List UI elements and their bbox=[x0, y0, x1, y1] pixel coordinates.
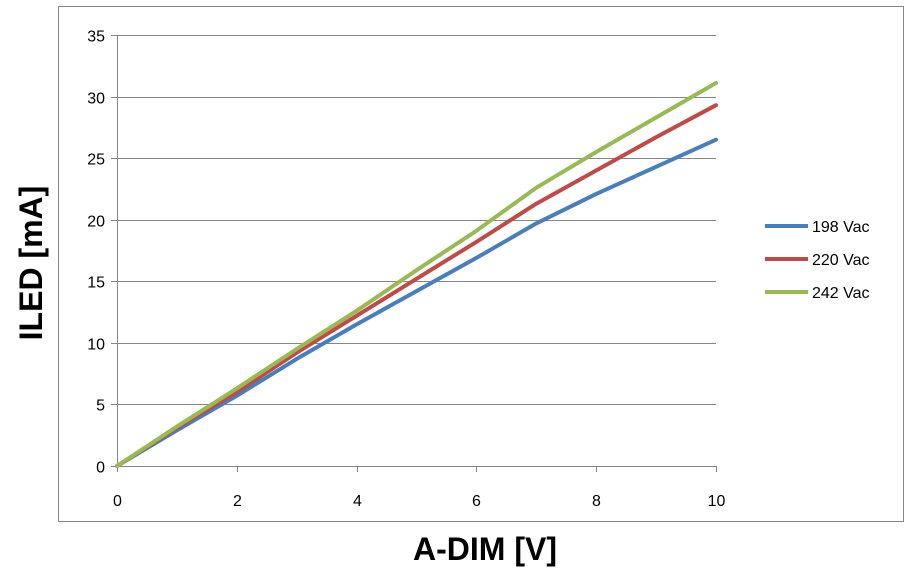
legend-label: 242 Vac bbox=[812, 285, 870, 302]
x-tick-label: 8 bbox=[592, 493, 601, 510]
x-tick-label: 2 bbox=[233, 493, 242, 510]
y-tick-label: 0 bbox=[96, 460, 105, 477]
series-lines bbox=[115, 81, 718, 468]
y-tick-label: 35 bbox=[87, 29, 105, 46]
x-tick-label: 0 bbox=[113, 493, 122, 510]
x-tick-labels: 0 2 4 6 8 10 bbox=[113, 493, 725, 510]
y-tick-label: 20 bbox=[87, 214, 105, 231]
y-tick-label: 10 bbox=[87, 337, 105, 354]
chart-border bbox=[58, 6, 904, 522]
y-tick-label: 25 bbox=[87, 152, 105, 169]
x-tick-label: 6 bbox=[472, 493, 481, 510]
series-line-1 bbox=[115, 137, 718, 468]
y-axis-label: ILED [mA] bbox=[13, 186, 49, 341]
grid-lines bbox=[117, 35, 716, 405]
legend-label: 198 Vac bbox=[812, 219, 870, 236]
y-tick-label: 5 bbox=[96, 398, 105, 415]
series-line-3 bbox=[115, 81, 718, 468]
y-tick-labels: 0 5 10 15 20 25 30 35 bbox=[87, 29, 105, 477]
x-axis-label: A-DIM [V] bbox=[413, 531, 557, 567]
x-tick-label: 4 bbox=[353, 493, 362, 510]
axes bbox=[111, 35, 717, 472]
legend-label: 220 Vac bbox=[812, 252, 870, 269]
x-tick-label: 10 bbox=[708, 493, 726, 510]
y-tick-label: 30 bbox=[87, 91, 105, 108]
legend: 198 Vac 220 Vac 242 Vac bbox=[765, 219, 870, 302]
y-tick-label: 15 bbox=[87, 275, 105, 292]
series-line-2 bbox=[115, 103, 718, 468]
